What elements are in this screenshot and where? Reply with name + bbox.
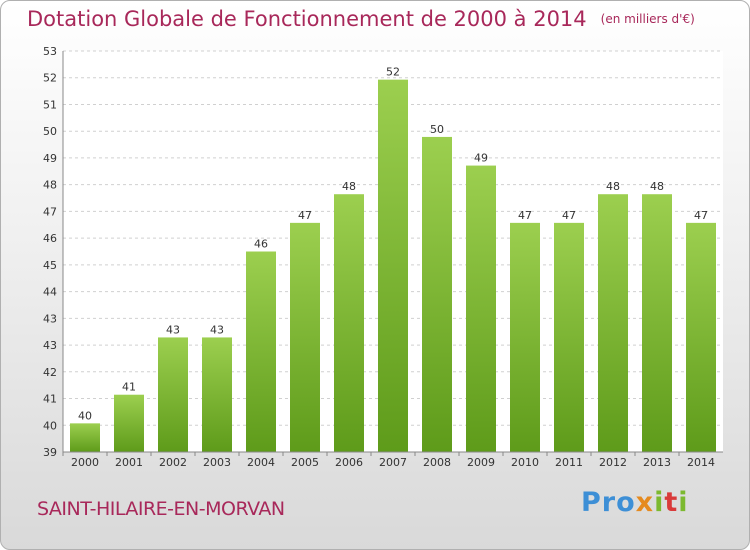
x-tick-label-2011: 2011 <box>555 456 583 469</box>
y-tick-label: 42 <box>43 366 57 379</box>
x-tick-label-2002: 2002 <box>159 456 187 469</box>
bar-2013 <box>642 194 672 452</box>
data-label-2010: 47 <box>518 209 532 222</box>
x-tick-label-2001: 2001 <box>115 456 143 469</box>
data-label-2004: 46 <box>254 238 268 251</box>
data-label-2013: 48 <box>650 180 664 193</box>
y-tick-label: 47 <box>43 205 57 218</box>
y-tick-label: 52 <box>43 72 57 85</box>
bar-2005 <box>290 222 320 452</box>
x-tick-label-2013: 2013 <box>643 456 671 469</box>
data-label-2003: 43 <box>210 323 224 336</box>
bar-2006 <box>334 194 364 452</box>
bar-2003 <box>202 337 232 452</box>
data-label-2012: 48 <box>606 180 620 193</box>
y-tick-label: 41 <box>43 393 57 406</box>
data-label-2007: 52 <box>386 66 400 79</box>
x-tick-label-2007: 2007 <box>379 456 407 469</box>
y-tick-label: 40 <box>43 419 57 432</box>
y-tick-label: 50 <box>43 125 57 138</box>
chart-unit: (en milliers d'€) <box>600 12 695 26</box>
data-label-2002: 43 <box>166 323 180 336</box>
y-tick-label: 43 <box>43 312 57 325</box>
data-label-2001: 41 <box>122 381 136 394</box>
y-tick-label: 53 <box>43 45 57 58</box>
data-label-2008: 50 <box>430 123 444 136</box>
y-tick-label: 46 <box>43 232 57 245</box>
bar-2004 <box>246 251 276 452</box>
commune-name: SAINT-HILAIRE-EN-MORVAN <box>37 498 285 520</box>
data-label-2005: 47 <box>298 209 312 222</box>
x-tick-label-2005: 2005 <box>291 456 319 469</box>
bar-2014 <box>686 222 716 452</box>
y-tick-label: 48 <box>43 179 57 192</box>
bar-2007 <box>378 79 408 453</box>
x-tick-label-2014: 2014 <box>687 456 715 469</box>
chart-title-text: Dotation Globale de Fonctionnement de 20… <box>27 7 587 31</box>
bar-2002 <box>158 337 188 452</box>
y-tick-label: 43 <box>43 339 57 352</box>
x-tick-label-2006: 2006 <box>335 456 363 469</box>
y-tick-label: 51 <box>43 98 57 111</box>
y-tick-label: 49 <box>43 152 57 165</box>
data-label-2011: 47 <box>562 209 576 222</box>
y-tick-label: 44 <box>43 286 57 299</box>
x-tick-label-2008: 2008 <box>423 456 451 469</box>
proxiti-logo: Proxiti <box>581 487 689 518</box>
data-label-2006: 48 <box>342 180 356 193</box>
data-label-2009: 49 <box>474 152 488 165</box>
bar-2012 <box>598 194 628 452</box>
data-label-2000: 40 <box>78 409 92 422</box>
bar-2009 <box>466 165 496 453</box>
bar-2011 <box>554 222 584 452</box>
bar-2000 <box>70 423 100 452</box>
x-tick-label-2009: 2009 <box>467 456 495 469</box>
x-tick-label-2010: 2010 <box>511 456 539 469</box>
bar-2008 <box>422 136 452 452</box>
x-tick-label-2012: 2012 <box>599 456 627 469</box>
x-tick-label-2000: 2000 <box>71 456 99 469</box>
y-tick-label: 45 <box>43 259 57 272</box>
chart-title: Dotation Globale de Fonctionnement de 20… <box>27 7 695 31</box>
y-tick-label: 39 <box>43 446 57 459</box>
x-tick-label-2003: 2003 <box>203 456 231 469</box>
x-tick-label-2004: 2004 <box>247 456 275 469</box>
data-label-2014: 47 <box>694 209 708 222</box>
bar-2010 <box>510 222 540 452</box>
bar-2001 <box>114 394 144 452</box>
